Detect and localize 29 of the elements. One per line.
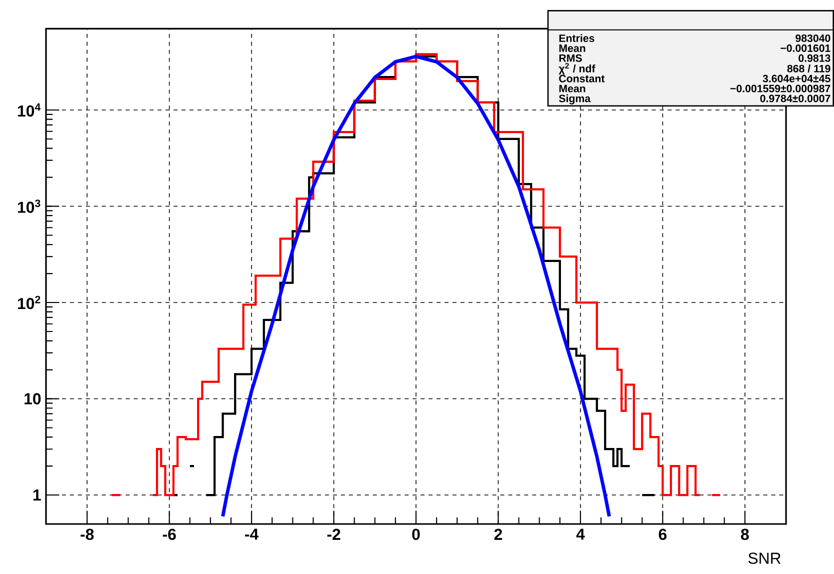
text: 983040 (796, 34, 830, 42)
text: 0.9813 (798, 54, 830, 62)
x-tick-label: -4 (245, 528, 259, 540)
text: 868 / 119 (787, 64, 830, 72)
annotation: −0.001559±0.000987 (730, 84, 830, 92)
x-tick-label: -6 (162, 528, 176, 540)
y-tick-label: 10$^{3}$ (18, 200, 40, 213)
x-tick-label: -2 (327, 528, 340, 540)
annotation: Sigma (558, 94, 591, 104)
y-tick-label: 1 (33, 490, 41, 501)
x-tick-label: 2 (494, 528, 502, 540)
x-tick-label: -8 (80, 528, 94, 540)
annotation: 0.9784±0.0007 (760, 94, 830, 102)
annotation: Constant (559, 74, 605, 82)
annotation: RMS (559, 54, 582, 62)
annotation: −0.001601 (780, 44, 830, 52)
x-tick-label: 4 (576, 528, 585, 540)
annotation: Mean (559, 84, 586, 92)
x-tick-label: 6 (658, 528, 667, 540)
x-tick-label: 0 (412, 528, 420, 540)
annotation: Entries (559, 34, 594, 42)
y-tick-label: 10$^{4}$ (18, 103, 41, 117)
annotation: χ$^{2}$ / ndf (558, 62, 596, 74)
annotation: Mean (559, 44, 586, 52)
x-tick-label: 8 (740, 528, 749, 540)
y-tick-label: 10 (24, 393, 41, 404)
annotation: 3.604e+04±45 (762, 74, 830, 82)
y-tick-label: 10$^{2}$ (18, 296, 40, 310)
x-axis-title: SNR (748, 552, 781, 564)
